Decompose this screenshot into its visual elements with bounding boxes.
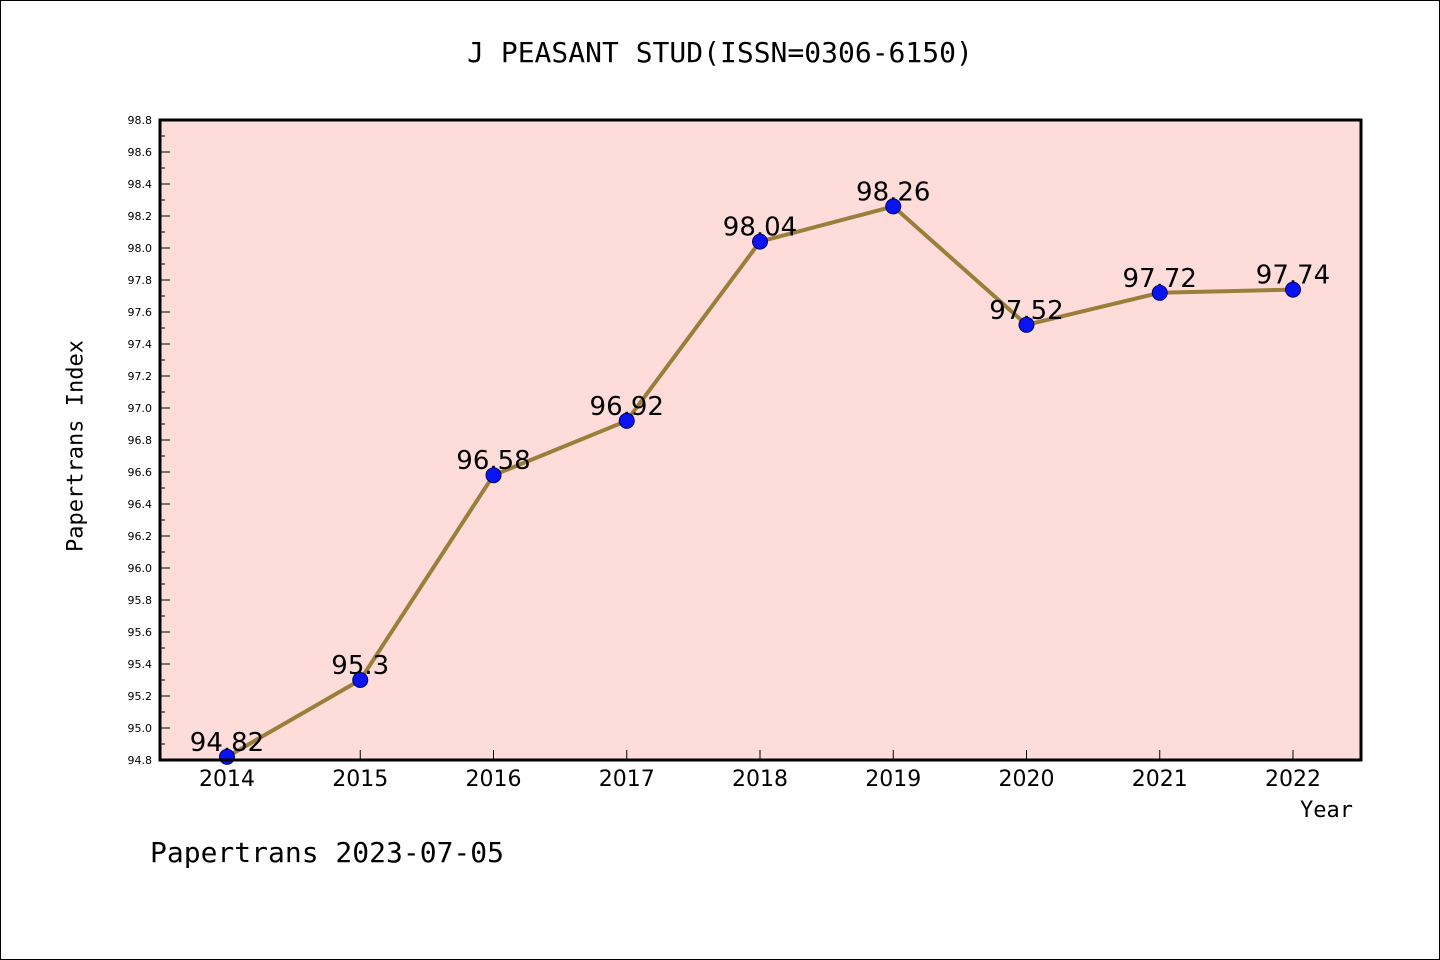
x-tick-label: 2020 bbox=[999, 767, 1055, 792]
y-tick-label: 94.8 bbox=[128, 754, 153, 767]
data-point-marker bbox=[485, 467, 502, 484]
x-tick-label: 2016 bbox=[466, 767, 522, 792]
data-point-marker bbox=[219, 748, 235, 765]
y-tick-label: 97.6 bbox=[128, 306, 153, 319]
y-tick-label: 95.0 bbox=[128, 722, 153, 735]
x-tick-label: 2018 bbox=[732, 767, 788, 792]
x-tick-label: 2017 bbox=[599, 767, 655, 792]
data-point-marker bbox=[352, 672, 369, 688]
data-point-marker bbox=[1018, 316, 1035, 333]
y-tick-label: 95.6 bbox=[128, 626, 153, 639]
plot-border bbox=[158, 118, 1363, 762]
y-tick-label: 97.2 bbox=[128, 370, 153, 383]
x-tick-label: 2022 bbox=[1265, 767, 1321, 792]
x-tick-label: 2014 bbox=[199, 767, 255, 792]
y-tick-label: 96.8 bbox=[128, 434, 153, 447]
data-point-marker bbox=[1151, 284, 1168, 301]
y-tick-label: 97.0 bbox=[128, 402, 153, 415]
y-tick-label: 98.4 bbox=[128, 178, 153, 191]
data-point-marker bbox=[618, 412, 635, 429]
y-tick-label: 96.2 bbox=[128, 530, 153, 543]
y-tick-label: 96.6 bbox=[128, 466, 153, 479]
x-tick-label: 2021 bbox=[1132, 767, 1188, 792]
y-tick-label: 97.4 bbox=[128, 338, 153, 351]
x-tick-label: 2019 bbox=[865, 767, 921, 792]
y-tick-label: 95.8 bbox=[128, 594, 153, 607]
data-point-marker bbox=[752, 233, 768, 250]
x-tick-label: 2015 bbox=[332, 767, 388, 792]
y-tick-label: 98.0 bbox=[128, 242, 153, 255]
y-tick-label: 96.4 bbox=[128, 498, 153, 511]
chart-title: J PEASANT STUD(ISSN=0306-6150) bbox=[467, 36, 973, 69]
data-point-marker bbox=[1285, 281, 1301, 298]
x-axis-ticks: 2014 2015 2016 2017 2018 2019 2020 2021 2022 bbox=[199, 750, 1321, 792]
y-tick-label: 96.0 bbox=[128, 562, 153, 575]
y-axis-ticks: 94.8 95.0 95.2 95.4 95.6 95.8 96.0 96.2 96.4 96.6… bbox=[128, 114, 170, 767]
y-tick-label: 98.2 bbox=[128, 210, 153, 223]
x-axis-label: Year bbox=[1300, 798, 1353, 823]
y-tick-label: 98.8 bbox=[128, 114, 153, 127]
plot-area bbox=[160, 120, 1361, 760]
y-tick-label: 95.4 bbox=[128, 658, 153, 671]
y-tick-label: 95.2 bbox=[128, 690, 153, 703]
y-tick-label: 98.6 bbox=[128, 146, 153, 159]
data-point-marker bbox=[885, 198, 902, 215]
y-tick-label: 97.8 bbox=[128, 274, 153, 287]
footer-text: Papertrans 2023-07-05 bbox=[150, 836, 505, 869]
